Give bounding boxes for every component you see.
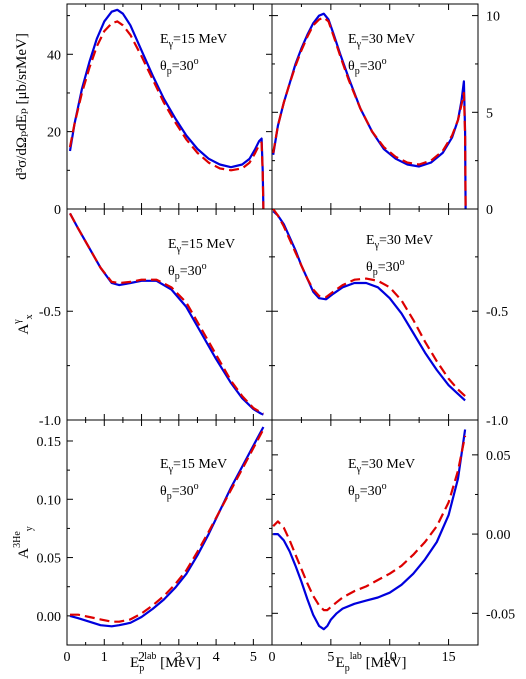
- y-tick-label: -1.0: [486, 414, 508, 429]
- curve-dashed-red: [70, 428, 265, 623]
- annotation-angle: θp=30o: [348, 481, 387, 502]
- y-axis-label: d³σ/dΩₚdEₚ [μb/srMeV]: [14, 33, 30, 180]
- x-axis-label: Eplab [MeV]: [130, 651, 201, 674]
- annotation-angle: θp=30o: [160, 56, 199, 77]
- y-tick-label: 20: [47, 126, 61, 141]
- y-tick-label: 0: [486, 203, 493, 218]
- x-tick-label: 2: [138, 650, 145, 665]
- curve-dashed-red: [272, 209, 466, 397]
- curve-dashed-red: [272, 16, 467, 209]
- y-tick-label: 0.05: [486, 449, 511, 464]
- annotation-angle: θp=30o: [160, 481, 199, 502]
- y-tick-label: 10: [486, 10, 500, 25]
- y-tick-label: 0.05: [37, 552, 62, 567]
- x-tick-label: 5: [327, 650, 334, 665]
- x-tick-label: 0: [269, 650, 276, 665]
- y-tick-label: 0.00: [37, 610, 62, 625]
- y-axis-label: Aγx: [12, 314, 35, 334]
- y-tick-label: -0.5: [486, 305, 508, 320]
- curve-solid-blue: [273, 429, 467, 631]
- panel-middle-left: -1.0 -0.5 Eγ=15 MeV θp=30o Aγx: [12, 208, 273, 429]
- annotation-angle: θp=30o: [168, 261, 207, 282]
- x-tick-label: 5: [250, 650, 257, 665]
- plot-frame: [271, 419, 479, 646]
- annotation-energy: Eγ=30 MeV: [348, 32, 415, 50]
- y-tick-label: 0.10: [37, 493, 62, 508]
- panel-top-right: 0 5 10 Eγ=30 MeV θp=30o: [271, 3, 500, 218]
- panel-bottom-left: 0 1 2 3 4 5 0.00 0.05 0.10 0.15 Eγ=15 MeV θp=30o A3H…: [12, 419, 273, 674]
- y-tick-label: -0.05: [486, 607, 515, 622]
- curve-solid-blue: [272, 210, 466, 402]
- y-tick-label: -0.5: [39, 305, 61, 320]
- x-tick-label: 15: [442, 650, 456, 665]
- annotation-angle: θp=30o: [366, 257, 405, 278]
- annotation-energy: Eγ=30 MeV: [366, 233, 433, 251]
- x-tick-label: 4: [213, 650, 220, 665]
- y-tick-label: 40: [47, 48, 61, 63]
- annotation-angle: θp=30o: [348, 56, 387, 77]
- annotation-energy: Eγ=30 MeV: [348, 457, 415, 475]
- panel-top-left: 0 20 40 Eγ=15 MeV θp=30o d³σ/dΩₚdEₚ [μb/srMeV…: [14, 3, 273, 218]
- annotation-energy: Eγ=15 MeV: [160, 32, 227, 50]
- y-tick-label: 5: [486, 106, 493, 121]
- x-axis-label: Eplab [MeV]: [336, 651, 407, 674]
- y-tick-label: -1.0: [39, 414, 61, 429]
- y-tick-label: 0: [54, 203, 61, 218]
- panel-bottom-right: 0 5 10 15 -0.05 0.00 0.05 Eγ=30 MeV θp=30o Eplab …: [269, 419, 515, 674]
- curve-dashed-red: [68, 20, 265, 209]
- y-axis-label: A3Hey: [12, 526, 35, 559]
- x-tick-label: 10: [383, 650, 397, 665]
- y-tick-label: 0.15: [37, 435, 62, 450]
- annotation-energy: Eγ=15 MeV: [168, 237, 235, 255]
- x-tick-label: 3: [175, 650, 182, 665]
- curve-solid-blue: [68, 8, 265, 209]
- curve-dashed-red: [69, 212, 264, 415]
- x-tick-label: 1: [101, 650, 108, 665]
- x-tick-label: 0: [64, 650, 71, 665]
- annotation-energy: Eγ=15 MeV: [160, 457, 227, 475]
- curve-dashed-red: [272, 435, 467, 612]
- plot-frame: [66, 419, 273, 646]
- panel-middle-right: -1.0 -0.5 Eγ=30 MeV θp=30o: [271, 208, 508, 429]
- curve-solid-blue: [69, 212, 264, 416]
- y-tick-label: 0.00: [486, 528, 511, 543]
